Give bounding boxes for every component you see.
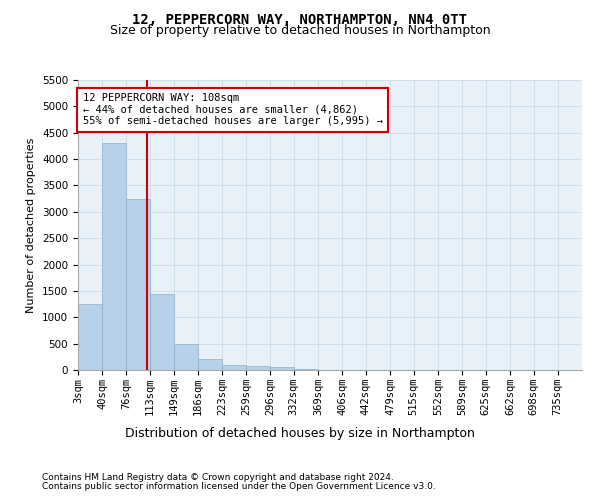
Bar xyxy=(126,198,150,370)
Bar xyxy=(270,368,294,370)
Text: Distribution of detached houses by size in Northampton: Distribution of detached houses by size … xyxy=(125,428,475,440)
Text: Contains HM Land Registry data © Crown copyright and database right 2024.: Contains HM Land Registry data © Crown c… xyxy=(42,472,394,482)
Bar xyxy=(173,344,198,370)
Text: 12, PEPPERCORN WAY, NORTHAMPTON, NN4 0TT: 12, PEPPERCORN WAY, NORTHAMPTON, NN4 0TT xyxy=(133,12,467,26)
Y-axis label: Number of detached properties: Number of detached properties xyxy=(26,138,37,312)
Bar xyxy=(102,144,127,370)
Text: 12 PEPPERCORN WAY: 108sqm
← 44% of detached houses are smaller (4,862)
55% of se: 12 PEPPERCORN WAY: 108sqm ← 44% of detac… xyxy=(83,93,383,126)
Bar xyxy=(222,364,247,370)
Bar xyxy=(78,304,102,370)
Text: Contains public sector information licensed under the Open Government Licence v3: Contains public sector information licen… xyxy=(42,482,436,491)
Bar xyxy=(150,294,175,370)
Bar xyxy=(246,366,270,370)
Text: Size of property relative to detached houses in Northampton: Size of property relative to detached ho… xyxy=(110,24,490,37)
Bar xyxy=(198,360,222,370)
